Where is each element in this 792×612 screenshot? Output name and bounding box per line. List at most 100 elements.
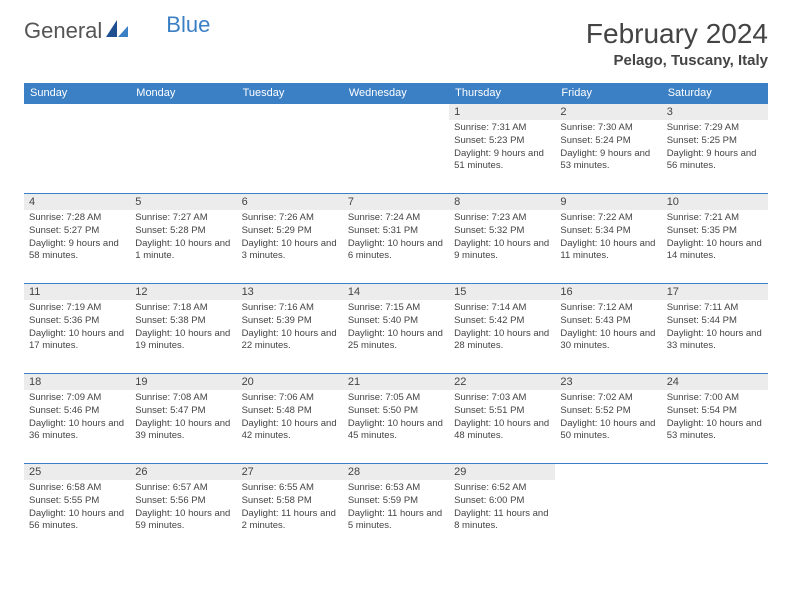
sunset-text: Sunset: 5:25 PM [667, 135, 763, 148]
daylight-text: Daylight: 10 hours and 56 minutes. [29, 508, 125, 534]
sunset-text: Sunset: 5:40 PM [348, 315, 444, 328]
sunset-text: Sunset: 5:34 PM [560, 225, 656, 238]
day-cell: 15Sunrise: 7:14 AMSunset: 5:42 PMDayligh… [449, 284, 555, 374]
sunrise-text: Sunrise: 6:55 AM [242, 482, 338, 495]
day-cell: 19 Sunrise: 7:08 AMSunset: 5:47 PMDayligh… [130, 374, 236, 464]
sunrise-text: Sunrise: 7:08 AM [135, 392, 231, 405]
day-details: Sunrise: 7:12 AMSunset: 5:43 PMDaylight:… [555, 300, 661, 357]
day-number: 13 [237, 284, 343, 300]
calendar-grid: SundayMondayTuesdayWednesdayThursdayFrid… [24, 83, 768, 554]
day-cell: 11Sunrise: 7:19 AMSunset: 5:36 PMDayligh… [24, 284, 130, 374]
sunset-text: Sunset: 5:52 PM [560, 405, 656, 418]
daylight-text: Daylight: 10 hours and 9 minutes. [454, 238, 550, 264]
sunrise-text: Sunrise: 7:15 AM [348, 302, 444, 315]
day-cell: 28Sunrise: 6:53 AMSunset: 5:59 PMDayligh… [343, 464, 449, 554]
weekday-header: Wednesday [343, 83, 449, 104]
day-number: 16 [555, 284, 661, 300]
daylight-text: Daylight: 10 hours and 1 minute. [135, 238, 231, 264]
day-cell: 29Sunrise: 6:52 AMSunset: 6:00 PMDayligh… [449, 464, 555, 554]
day-details: Sunrise: 6:58 AMSunset: 5:55 PMDaylight:… [24, 480, 130, 537]
sunrise-text: Sunrise: 7:00 AM [667, 392, 763, 405]
day-cell: 20Sunrise: 7:06 AMSunset: 5:48 PMDayligh… [237, 374, 343, 464]
day-details: Sunrise: 7:29 AMSunset: 5:25 PMDaylight:… [662, 120, 768, 177]
day-number: 10 [662, 194, 768, 210]
brand-logo: General Blue [24, 18, 210, 44]
day-details: Sunrise: 7:11 AMSunset: 5:44 PMDaylight:… [662, 300, 768, 357]
day-number: 12 [130, 284, 236, 300]
day-number: 7 [343, 194, 449, 210]
weekday-header: Thursday [449, 83, 555, 104]
weekday-header: Saturday [662, 83, 768, 104]
day-cell: 14Sunrise: 7:15 AMSunset: 5:40 PMDayligh… [343, 284, 449, 374]
day-number: 19 [130, 374, 236, 390]
sunset-text: Sunset: 5:38 PM [135, 315, 231, 328]
day-details: Sunrise: 7:03 AMSunset: 5:51 PMDaylight:… [449, 390, 555, 447]
daylight-text: Daylight: 10 hours and 39 minutes. [135, 418, 231, 444]
sunrise-text: Sunrise: 7:02 AM [560, 392, 656, 405]
day-details: Sunrise: 6:57 AMSunset: 5:56 PMDaylight:… [130, 480, 236, 537]
day-cell: 3Sunrise: 7:29 AMSunset: 5:25 PMDaylight… [662, 104, 768, 194]
location-label: Pelago, Tuscany, Italy [586, 52, 768, 69]
sunset-text: Sunset: 5:24 PM [560, 135, 656, 148]
empty-day-cell [237, 104, 343, 194]
sunrise-text: Sunrise: 7:11 AM [667, 302, 763, 315]
empty-day-cell [24, 104, 130, 194]
day-number: 11 [24, 284, 130, 300]
sunset-text: Sunset: 5:47 PM [135, 405, 231, 418]
daylight-text: Daylight: 9 hours and 58 minutes. [29, 238, 125, 264]
day-cell: 22Sunrise: 7:03 AMSunset: 5:51 PMDayligh… [449, 374, 555, 464]
day-number: 1 [449, 104, 555, 120]
day-details: Sunrise: 7:26 AMSunset: 5:29 PMDaylight:… [237, 210, 343, 267]
week-row: 4Sunrise: 7:28 AMSunset: 5:27 PMDaylight… [24, 194, 768, 284]
sunset-text: Sunset: 5:29 PM [242, 225, 338, 238]
day-number: 3 [662, 104, 768, 120]
day-number: 9 [555, 194, 661, 210]
day-number: 6 [237, 194, 343, 210]
weekday-header: Sunday [24, 83, 130, 104]
sunrise-text: Sunrise: 7:19 AM [29, 302, 125, 315]
sunrise-text: Sunrise: 6:57 AM [135, 482, 231, 495]
header: General Blue February 2024 Pelago, Tusca… [24, 18, 768, 69]
daylight-text: Daylight: 10 hours and 17 minutes. [29, 328, 125, 354]
sunset-text: Sunset: 5:59 PM [348, 495, 444, 508]
day-details: Sunrise: 7:05 AMSunset: 5:50 PMDaylight:… [343, 390, 449, 447]
sunset-text: Sunset: 5:23 PM [454, 135, 550, 148]
daylight-text: Daylight: 10 hours and 25 minutes. [348, 328, 444, 354]
day-number: 15 [449, 284, 555, 300]
day-details: Sunrise: 6:52 AMSunset: 6:00 PMDaylight:… [449, 480, 555, 537]
sunset-text: Sunset: 5:50 PM [348, 405, 444, 418]
sunrise-text: Sunrise: 7:27 AM [135, 212, 231, 225]
brand-part1: General [24, 18, 102, 44]
day-cell: 27Sunrise: 6:55 AMSunset: 5:58 PMDayligh… [237, 464, 343, 554]
day-details: Sunrise: 7:28 AMSunset: 5:27 PMDaylight:… [24, 210, 130, 267]
day-cell: 7Sunrise: 7:24 AMSunset: 5:31 PMDaylight… [343, 194, 449, 284]
sunrise-text: Sunrise: 7:30 AM [560, 122, 656, 135]
day-number: 24 [662, 374, 768, 390]
sunset-text: Sunset: 5:27 PM [29, 225, 125, 238]
empty-day-cell [662, 464, 768, 554]
day-number: 26 [130, 464, 236, 480]
sunset-text: Sunset: 6:00 PM [454, 495, 550, 508]
day-details: Sunrise: 6:55 AMSunset: 5:58 PMDaylight:… [237, 480, 343, 537]
day-details: Sunrise: 7:00 AMSunset: 5:54 PMDaylight:… [662, 390, 768, 447]
daylight-text: Daylight: 10 hours and 30 minutes. [560, 328, 656, 354]
sunrise-text: Sunrise: 6:53 AM [348, 482, 444, 495]
sunrise-text: Sunrise: 7:26 AM [242, 212, 338, 225]
day-cell: 8Sunrise: 7:23 AMSunset: 5:32 PMDaylight… [449, 194, 555, 284]
sunset-text: Sunset: 5:32 PM [454, 225, 550, 238]
sunrise-text: Sunrise: 7:05 AM [348, 392, 444, 405]
daylight-text: Daylight: 9 hours and 56 minutes. [667, 148, 763, 174]
daylight-text: Daylight: 11 hours and 5 minutes. [348, 508, 444, 534]
week-row: 25Sunrise: 6:58 AMSunset: 5:55 PMDayligh… [24, 464, 768, 554]
day-cell: 16Sunrise: 7:12 AMSunset: 5:43 PMDayligh… [555, 284, 661, 374]
day-number: 2 [555, 104, 661, 120]
day-number: 20 [237, 374, 343, 390]
day-details: Sunrise: 7:22 AMSunset: 5:34 PMDaylight:… [555, 210, 661, 267]
weekday-header: Friday [555, 83, 661, 104]
sunset-text: Sunset: 5:28 PM [135, 225, 231, 238]
logo-sail-icon [106, 18, 128, 44]
daylight-text: Daylight: 11 hours and 8 minutes. [454, 508, 550, 534]
sunrise-text: Sunrise: 7:23 AM [454, 212, 550, 225]
day-number: 17 [662, 284, 768, 300]
daylight-text: Daylight: 10 hours and 42 minutes. [242, 418, 338, 444]
